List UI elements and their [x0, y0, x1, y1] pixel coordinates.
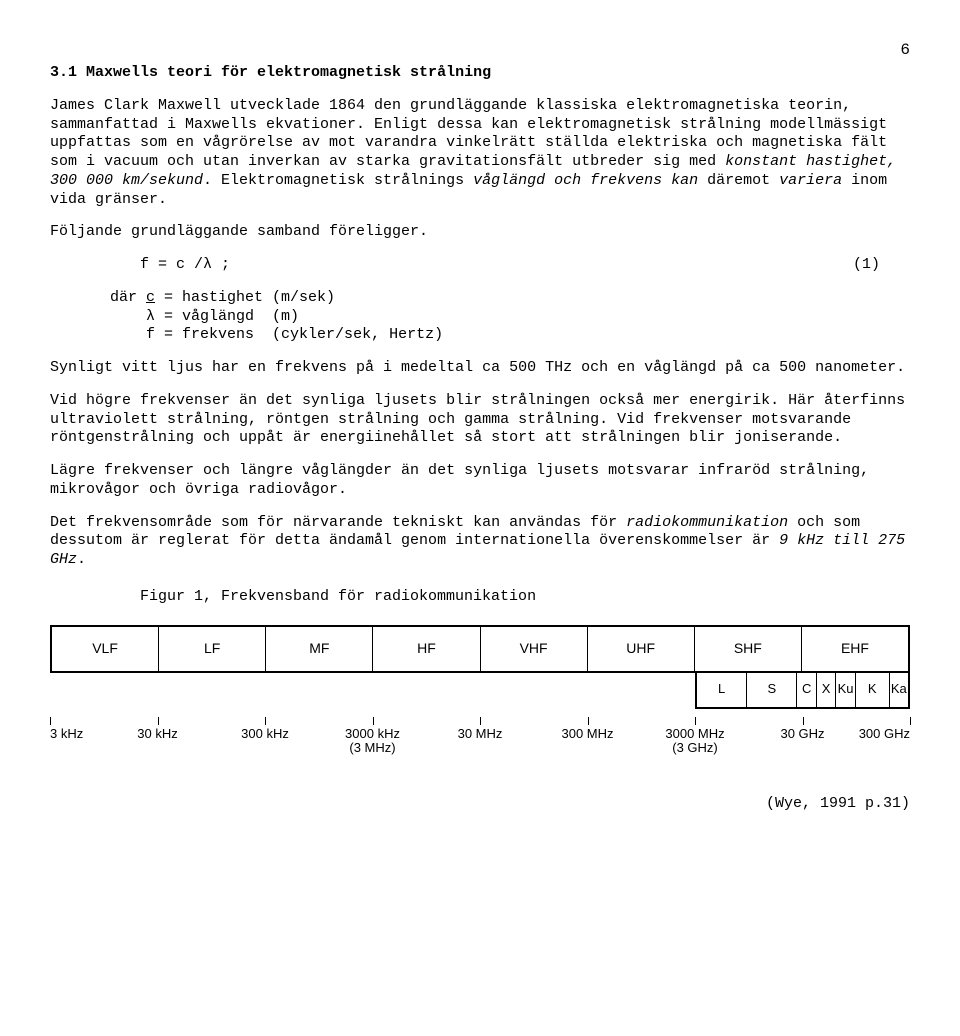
def-intro: där — [110, 289, 146, 308]
paragraph-2: Följande grundläggande samband föreligge… — [50, 223, 910, 242]
axis-label: 3 kHz — [50, 727, 83, 741]
figure-caption: Figur 1, Frekvensband för radiokommunika… — [140, 588, 910, 607]
band-table: VLFLFMFHFVHFUHFSHFEHF — [50, 625, 910, 673]
frequency-band-diagram: VLFLFMFHFVHFUHFSHFEHF LSCXKuKKa 3 kHz 30 … — [50, 625, 910, 761]
band-segment: HF — [373, 627, 480, 671]
paragraph-6: Det frekvensområde som för närvarande te… — [50, 514, 910, 570]
p6-e: . — [77, 551, 86, 568]
paragraph-1: James Clark Maxwell utvecklade 1864 den … — [50, 97, 910, 210]
sub-band-segment: Ku — [836, 673, 855, 707]
def-sym-0: c — [146, 289, 155, 308]
band-segment: EHF — [802, 627, 908, 671]
axis-label: 300 kHz — [241, 727, 289, 741]
axis-label: 30 MHz — [458, 727, 503, 741]
page-number: 6 — [50, 40, 910, 60]
def-row: där c = hastighet (m/sek) — [110, 289, 910, 308]
frequency-axis: 3 kHz 30 kHz 300 kHz 3000 kHz(3 MHz) 30 MHz 3… — [50, 717, 910, 761]
axis-tick — [158, 717, 159, 725]
axis-tick — [803, 717, 804, 725]
axis-tick — [50, 717, 51, 725]
paragraph-4: Vid högre frekvenser än det synliga ljus… — [50, 392, 910, 448]
sub-band-segment: Ka — [890, 673, 908, 707]
def-pad — [110, 308, 146, 327]
p1-c: . Elektromagnetisk strålnings — [203, 172, 473, 189]
axis-tick — [265, 717, 266, 725]
sub-band-segment: K — [856, 673, 890, 707]
sub-band-segment: C — [797, 673, 816, 707]
def-pad — [110, 326, 146, 345]
axis-tick — [588, 717, 589, 725]
citation: (Wye, 1991 p.31) — [50, 795, 910, 814]
sub-band-segment: L — [697, 673, 747, 707]
axis-tick — [480, 717, 481, 725]
band-segment: MF — [266, 627, 373, 671]
axis-label: 30 kHz — [137, 727, 177, 741]
formula-row: f = c /λ ; (1) — [140, 256, 910, 275]
axis-label: 3000 MHz(3 GHz) — [665, 727, 724, 756]
def-eq-1: = våglängd (m) — [155, 308, 299, 327]
axis-label: 300 MHz — [561, 727, 613, 741]
def-row: f = frekvens (cykler/sek, Hertz) — [110, 326, 910, 345]
band-segment: VLF — [52, 627, 159, 671]
def-sym-2: f — [146, 326, 155, 345]
p1-f: variera — [779, 172, 842, 189]
p6-a: Det frekvensområde som för närvarande te… — [50, 514, 626, 531]
p6-b: radiokommunikation — [626, 514, 788, 531]
def-eq-2: = frekvens (cykler/sek, Hertz) — [155, 326, 443, 345]
axis-label: 3000 kHz(3 MHz) — [345, 727, 400, 756]
axis-tick — [373, 717, 374, 725]
axis-label: 300 GHz — [859, 727, 910, 741]
axis-tick — [695, 717, 696, 725]
paragraph-5: Lägre frekvenser och längre våglängder ä… — [50, 462, 910, 500]
axis-label: 30 GHz — [780, 727, 824, 741]
sub-band-table: LSCXKuKKa — [695, 673, 910, 709]
section-heading: 3.1 Maxwells teori för elektromagnetisk … — [50, 64, 910, 83]
p1-e: däremot — [698, 172, 779, 189]
def-sym-1: λ — [146, 308, 155, 327]
definitions: där c = hastighet (m/sek) λ = våglängd (… — [110, 289, 910, 345]
sub-band-segment: S — [747, 673, 797, 707]
def-eq-0: = hastighet (m/sek) — [155, 289, 335, 308]
formula-number: (1) — [853, 256, 880, 275]
band-segment: VHF — [481, 627, 588, 671]
p1-d: våglängd och frekvens kan — [473, 172, 698, 189]
paragraph-3: Synligt vitt ljus har en frekvens på i m… — [50, 359, 910, 378]
formula: f = c /λ ; — [140, 256, 230, 275]
sub-band-segment: X — [817, 673, 836, 707]
band-segment: SHF — [695, 627, 802, 671]
axis-tick — [910, 717, 911, 725]
band-segment: UHF — [588, 627, 695, 671]
band-segment: LF — [159, 627, 266, 671]
def-row: λ = våglängd (m) — [110, 308, 910, 327]
